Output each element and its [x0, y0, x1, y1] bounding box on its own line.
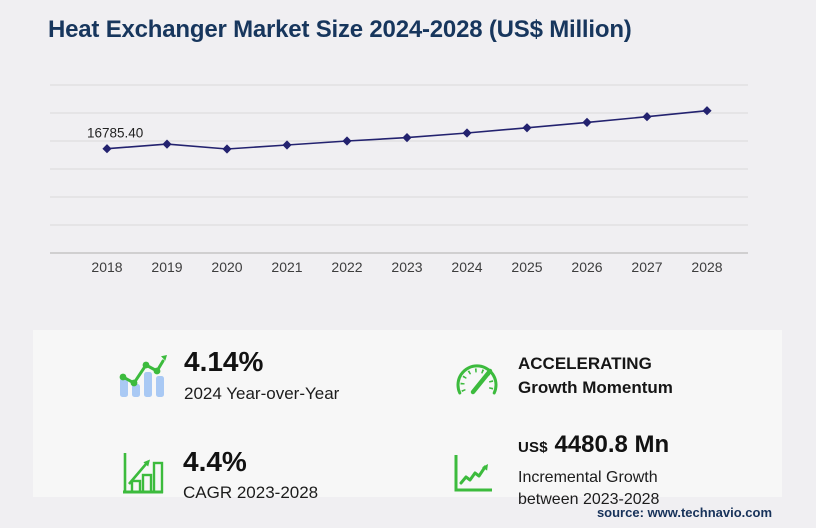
x-axis-label-2023: 2023 — [391, 259, 422, 275]
x-axis-label-2026: 2026 — [571, 259, 602, 275]
cagr-label: CAGR 2023-2028 — [183, 483, 319, 502]
yoy-label: 2024 Year-over-Year — [184, 384, 340, 403]
data-point-2028 — [702, 106, 712, 116]
data-point-label-2018: 16785.40 — [87, 126, 143, 141]
x-axis-label-2027: 2027 — [631, 259, 662, 275]
x-axis-label-2028: 2028 — [691, 259, 722, 275]
stat-incremental: US$ 4480.8 Mn Incremental Growth between… — [518, 432, 669, 511]
data-point-2027 — [642, 112, 652, 122]
stat-yoy: 4.14% 2024 Year-over-Year — [184, 346, 339, 404]
x-axis-label-2020: 2020 — [211, 259, 242, 275]
stat-cagr: 4.4% CAGR 2023-2028 — [183, 446, 318, 503]
data-point-2023 — [402, 133, 412, 143]
source-attribution: source: www.technavio.com — [596, 505, 772, 520]
incremental-amount: 4480.8 Mn — [554, 431, 670, 458]
x-axis-label-2024: 2024 — [451, 259, 482, 275]
data-point-2018 — [102, 144, 112, 154]
x-axis-label-2018: 2018 — [91, 259, 122, 275]
bar-trend-icon — [117, 352, 171, 405]
x-axis-label-2025: 2025 — [511, 259, 542, 275]
incremental-value: US$ 4480.8 Mn — [518, 432, 669, 461]
data-point-2024 — [462, 128, 472, 138]
line-growth-icon — [450, 452, 496, 501]
data-point-2020 — [222, 144, 232, 154]
incremental-label-line1: Incremental Growth — [518, 469, 658, 486]
momentum-value: ACCELERATING — [518, 354, 652, 373]
x-axis-label-2019: 2019 — [151, 259, 182, 275]
data-point-2019 — [162, 139, 172, 149]
yoy-value: 4.14% — [184, 346, 264, 377]
cagr-value: 4.4% — [183, 446, 247, 477]
data-point-2025 — [522, 123, 532, 133]
momentum-label: Growth Momentum — [518, 378, 673, 397]
stats-panel — [33, 330, 782, 497]
x-axis-label-2021: 2021 — [271, 259, 302, 275]
market-size-line-chart: 2018 2019 2020 2021 2022 2023 2024 2025 2026 2027… — [50, 84, 748, 275]
data-point-2022 — [342, 136, 352, 146]
market-size-chart: 2018 2019 2020 2021 2022 2023 2024 2025 2026 2027… — [40, 70, 760, 285]
chart-title: Heat Exchanger Market Size 2024-2028 (US… — [48, 16, 632, 43]
stat-momentum: ACCELERATING Growth Momentum — [518, 352, 673, 400]
x-axis-label-2022: 2022 — [331, 259, 362, 275]
bar-growth-icon — [120, 450, 166, 501]
trend-line — [106, 109, 708, 150]
data-point-2026 — [582, 117, 592, 127]
data-point-2021 — [282, 140, 292, 150]
incremental-currency: US$ — [518, 439, 548, 456]
gauge-icon — [452, 353, 502, 404]
incremental-label-line2: between 2023-2028 — [518, 491, 660, 508]
